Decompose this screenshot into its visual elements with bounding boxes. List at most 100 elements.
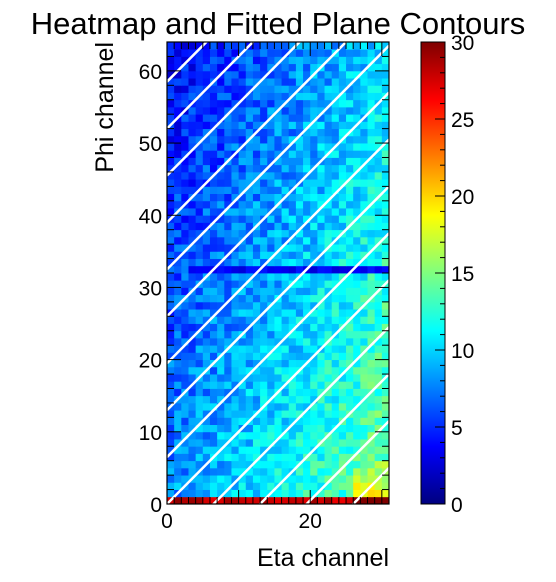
heatmap-cell [288, 99, 297, 108]
heatmap-cell [238, 222, 247, 231]
heatmap-cell [303, 467, 311, 476]
heatmap-cell [374, 467, 383, 476]
heatmap-cell [274, 460, 282, 469]
heatmap-cell [331, 56, 340, 65]
heatmap-cell [303, 92, 311, 101]
heatmap-cell [209, 215, 218, 223]
heatmap-cell [267, 388, 275, 397]
heatmap-cell [281, 301, 290, 310]
heatmap-cell [281, 106, 290, 115]
heatmap-cell [331, 258, 340, 267]
heatmap-cell [310, 489, 318, 498]
heatmap-cell [202, 193, 211, 202]
heatmap-cell [231, 229, 240, 238]
heatmap-cell [245, 157, 254, 166]
heatmap-cell [217, 323, 225, 332]
heatmap-cell [238, 85, 247, 93]
heatmap-cell [202, 323, 211, 332]
heatmap-cell [245, 309, 254, 317]
heatmap-cell [346, 294, 354, 303]
heatmap-cell [167, 323, 175, 332]
heatmap-cell [367, 489, 376, 498]
heatmap-cell [181, 309, 189, 317]
heatmap-cell [381, 63, 390, 72]
heatmap-cell [317, 273, 325, 281]
heatmap-cell [353, 482, 361, 490]
heatmap-cell [310, 193, 318, 202]
heatmap-cell [167, 236, 175, 245]
heatmap-cell [360, 42, 368, 50]
heatmap-cell [367, 258, 376, 267]
heatmap-cell [288, 388, 297, 397]
heatmap-cell [252, 273, 261, 281]
heatmap-cell [217, 301, 225, 310]
heatmap-cell [195, 460, 204, 469]
heatmap-cell [167, 467, 175, 476]
heatmap-cell [224, 374, 232, 382]
heatmap-cell [267, 366, 275, 375]
heatmap-cell [217, 424, 225, 433]
heatmap-cell [224, 388, 232, 397]
heatmap-cell [188, 424, 197, 433]
heatmap-cell [181, 92, 189, 101]
heatmap-cell [217, 143, 225, 151]
heatmap-cell [238, 395, 247, 404]
heatmap-cell [181, 258, 189, 267]
heatmap-cell [346, 366, 354, 375]
heatmap-cell [252, 193, 261, 202]
heatmap-cell [217, 345, 225, 353]
heatmap-cell [224, 236, 232, 245]
heatmap-cell [324, 273, 333, 281]
heatmap-cell [303, 200, 311, 209]
heatmap-cell [202, 215, 211, 223]
heatmap-cell [260, 366, 268, 375]
heatmap-cell [360, 63, 368, 72]
heatmap-cell [338, 316, 347, 324]
heatmap-cell [167, 439, 175, 447]
heatmap-cell [338, 157, 347, 166]
heatmap-cell [374, 208, 383, 216]
heatmap-cell [274, 417, 282, 425]
heatmap-cell [167, 489, 175, 498]
heatmap-cell [224, 381, 232, 389]
heatmap-cell [346, 42, 354, 50]
heatmap-cell [338, 280, 347, 288]
heatmap-cell [374, 244, 383, 252]
heatmap-cell [281, 128, 290, 137]
heatmap-cell [310, 301, 318, 310]
heatmap-cell [181, 273, 189, 281]
heatmap-cell [267, 287, 275, 296]
heatmap-cell [245, 200, 254, 209]
heatmap-cell [310, 78, 318, 86]
heatmap-cell [346, 424, 354, 433]
heatmap-cell [295, 489, 304, 498]
heatmap-cell [245, 106, 254, 115]
heatmap-cell [174, 280, 182, 288]
heatmap-cell [353, 114, 361, 122]
heatmap-cell [274, 121, 282, 130]
heatmap-cell [381, 482, 390, 490]
heatmap-cell [367, 236, 376, 245]
heatmap-cell [260, 236, 268, 245]
heatmap-cell [367, 467, 376, 476]
heatmap-cell [281, 410, 290, 418]
heatmap-cell [331, 251, 340, 259]
heatmap-cell [281, 417, 290, 425]
heatmap-cell [209, 374, 218, 382]
heatmap-cell [252, 106, 261, 115]
heatmap-cell [167, 388, 175, 397]
heatmap-cell [367, 49, 376, 57]
heatmap-cell [252, 439, 261, 447]
heatmap-cell [295, 316, 304, 324]
heatmap-cell [353, 417, 361, 425]
heatmap-cell [274, 410, 282, 418]
heatmap-cell [367, 374, 376, 382]
heatmap-cell [217, 236, 225, 245]
heatmap-cell [374, 301, 383, 310]
heatmap-cell [181, 330, 189, 339]
heatmap-cell [303, 143, 311, 151]
heatmap-cell [324, 208, 333, 216]
heatmap-cell [303, 323, 311, 332]
heatmap-cell [238, 301, 247, 310]
heatmap-cell [338, 330, 347, 339]
